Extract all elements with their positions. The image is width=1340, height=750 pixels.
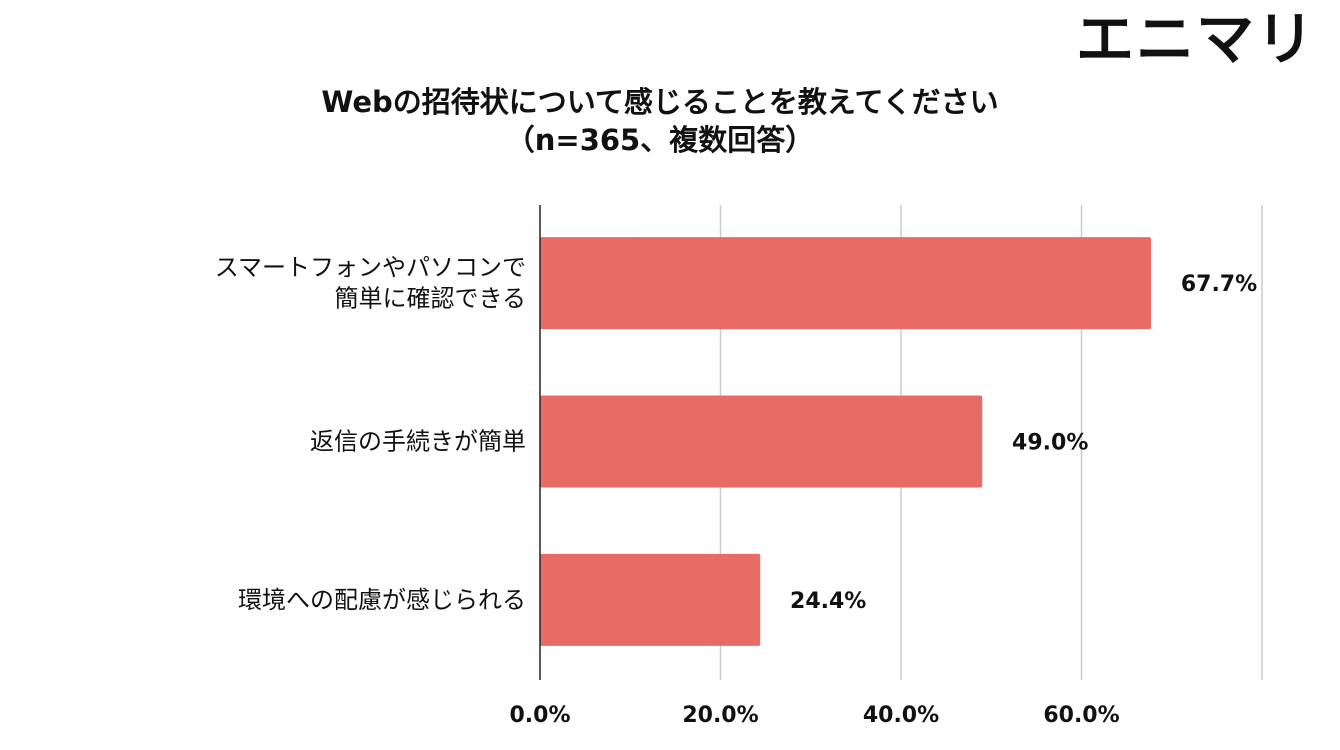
bar [540,553,761,646]
x-tick-label: 20.0% [682,703,758,728]
category-label-line: 環境への配慮が感じられる [238,586,526,614]
x-tick-label: 0.0% [509,703,570,728]
bar [540,395,983,488]
bars [540,237,1151,646]
category-label-line: 返信の手続きが簡単 [310,428,526,456]
chart-title-line-2: （n=365、複数回答） [505,123,815,157]
data-label: 67.7% [1181,272,1257,297]
category-label: 返信の手続きが簡単 [310,428,526,456]
x-tick-label: 40.0% [863,703,939,728]
x-tick-label: 60.0% [1043,703,1119,728]
chart-title-line-1: Webの招待状について感じることを教えてください [321,85,999,119]
brand-logo: エニマリ [1075,5,1316,73]
bar [540,237,1151,330]
data-label: 24.4% [790,589,866,614]
category-label: 環境への配慮が感じられる [238,586,526,614]
category-label-line: スマートフォンやパソコンで [215,254,526,282]
category-label: スマートフォンやパソコンで簡単に確認できる [215,254,526,313]
category-label-line: 簡単に確認できる [334,285,526,313]
labels: 0.0% 20.0% 40.0% 60.0% 67.7% スマートフォンやパソコンで簡単に… [215,254,1257,728]
data-label: 49.0% [1012,431,1088,456]
